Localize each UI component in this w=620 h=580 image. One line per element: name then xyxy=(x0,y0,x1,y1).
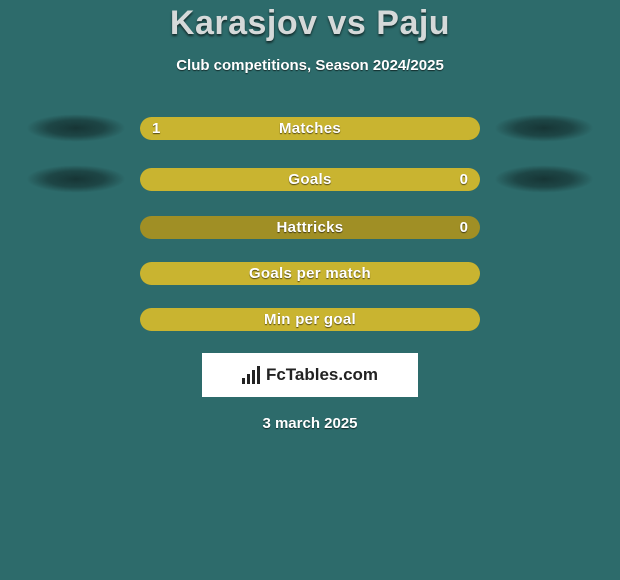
stat-label: Goals per match xyxy=(140,262,480,285)
stat-row: 0Goals xyxy=(0,165,620,193)
stat-bar: Goals per match xyxy=(140,262,480,285)
stat-row: Goals per match xyxy=(0,262,620,285)
bar-chart-icon xyxy=(242,366,260,384)
source-logo[interactable]: FcTables.com xyxy=(202,353,418,397)
stat-label: Matches xyxy=(140,117,480,140)
bar-track: 1Matches xyxy=(140,117,480,140)
stat-bar: 0Hattricks xyxy=(140,216,480,239)
stat-rows: 1Matches 0Goals 0Hattricks Goals per match M… xyxy=(0,114,620,331)
stat-bar: 0Goals xyxy=(140,168,480,191)
page-title: Karasjov vs Paju xyxy=(0,4,620,43)
shadow-left xyxy=(26,165,126,193)
stat-row: Min per goal xyxy=(0,308,620,331)
shadow-right xyxy=(494,165,594,193)
stat-label: Hattricks xyxy=(140,216,480,239)
bar-track: 0Goals xyxy=(140,168,480,191)
bar-track: Goals per match xyxy=(140,262,480,285)
logo-text: FcTables.com xyxy=(266,365,378,385)
shadow-right xyxy=(494,114,594,142)
bar-track: Min per goal xyxy=(140,308,480,331)
subtitle: Club competitions, Season 2024/2025 xyxy=(0,57,620,74)
stat-bar: Min per goal xyxy=(140,308,480,331)
stat-bar: 1Matches xyxy=(140,117,480,140)
date-label: 3 march 2025 xyxy=(0,415,620,432)
stat-label: Goals xyxy=(140,168,480,191)
stat-label: Min per goal xyxy=(140,308,480,331)
shadow-left xyxy=(26,114,126,142)
comparison-widget: Karasjov vs Paju Club competitions, Seas… xyxy=(0,0,620,432)
stat-row: 1Matches xyxy=(0,114,620,142)
stat-row: 0Hattricks xyxy=(0,216,620,239)
bar-track: 0Hattricks xyxy=(140,216,480,239)
